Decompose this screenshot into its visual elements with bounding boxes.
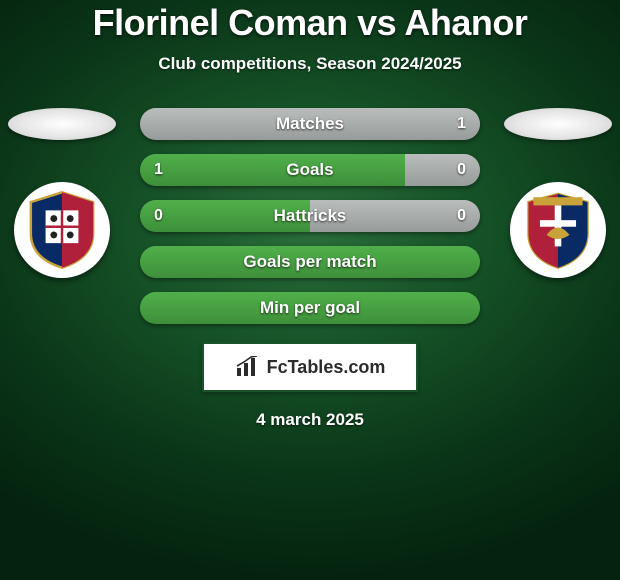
left-player-avatar-placeholder bbox=[8, 108, 116, 140]
bar-label: Min per goal bbox=[140, 292, 480, 324]
page-title: Florinel Coman vs Ahanor bbox=[0, 2, 620, 44]
right-player-column bbox=[498, 108, 618, 278]
site-logo: FcTables.com bbox=[202, 342, 418, 392]
bar-value-right: 0 bbox=[443, 154, 480, 186]
bar-label: Matches bbox=[140, 108, 480, 140]
left-club-crest bbox=[14, 182, 110, 278]
bar-value-left: 0 bbox=[140, 200, 177, 232]
left-player-column bbox=[2, 108, 122, 278]
stat-bars: Matches1Goals10Hattricks00Goals per matc… bbox=[140, 108, 480, 324]
bar-label: Goals bbox=[140, 154, 480, 186]
stat-bar-min-per-goal: Min per goal bbox=[140, 292, 480, 324]
bar-label: Goals per match bbox=[140, 246, 480, 278]
barchart-icon bbox=[235, 356, 261, 378]
genoa-crest-icon bbox=[517, 189, 599, 271]
right-club-crest bbox=[510, 182, 606, 278]
right-player-avatar-placeholder bbox=[504, 108, 612, 140]
bar-value-left: 1 bbox=[140, 154, 177, 186]
stat-bar-goals-per-match: Goals per match bbox=[140, 246, 480, 278]
stat-bar-goals: Goals1 0 bbox=[140, 154, 480, 186]
stat-bar-matches: Matches1 bbox=[140, 108, 480, 140]
site-logo-text: FcTables.com bbox=[267, 357, 386, 378]
date-label: 4 march 2025 bbox=[0, 410, 620, 430]
bar-value-right: 0 bbox=[443, 200, 480, 232]
subtitle: Club competitions, Season 2024/2025 bbox=[0, 54, 620, 74]
comparison-panel: Matches1Goals10Hattricks00Goals per matc… bbox=[0, 108, 620, 324]
cagliari-crest-icon bbox=[21, 189, 103, 271]
bar-label: Hattricks bbox=[140, 200, 480, 232]
bar-value-right: 1 bbox=[443, 108, 480, 140]
stat-bar-hattricks: Hattricks0 0 bbox=[140, 200, 480, 232]
